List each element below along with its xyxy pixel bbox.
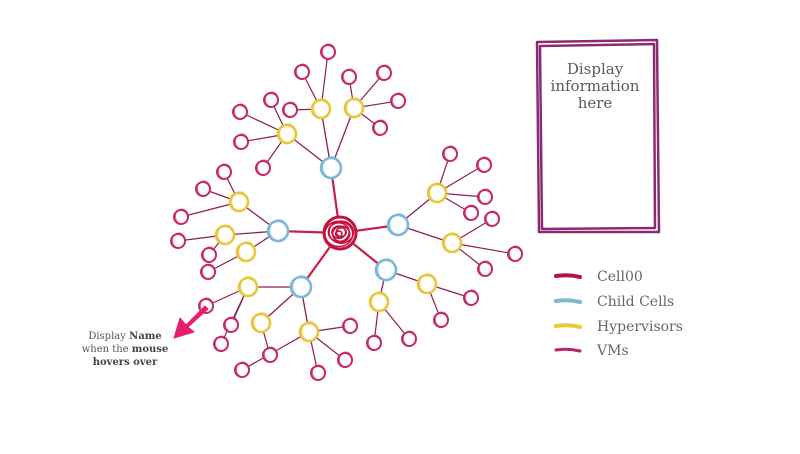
legend-label-child-cells: Child Cells (597, 294, 674, 310)
legend-swatch-hypervisors (554, 323, 582, 329)
legend-swatch-vms (554, 347, 582, 353)
callout-line-3: hovers over (93, 357, 158, 368)
vm-node[interactable] (232, 103, 248, 120)
hypervisor-node[interactable] (276, 123, 298, 145)
vm-node[interactable] (201, 246, 217, 263)
vm-node[interactable] (372, 119, 388, 136)
hover-callout: Display Name when the mouse hovers over (82, 305, 209, 368)
hypervisor-node[interactable] (235, 241, 257, 263)
legend-label-vms: VMs (596, 343, 629, 359)
vm-node[interactable] (477, 188, 493, 205)
info-line-2: information (551, 77, 640, 95)
legend-item-cell00: Cell00 (554, 269, 643, 285)
vm-node[interactable] (255, 159, 271, 176)
hypervisor-node[interactable] (310, 98, 332, 120)
vm-node[interactable] (216, 163, 232, 180)
legend: Cell00 Child Cells Hypervisors VMs (554, 269, 683, 359)
vm-node[interactable] (366, 334, 382, 351)
legend-label-hypervisors: Hypervisors (597, 319, 683, 335)
vm-node[interactable] (342, 317, 358, 334)
vm-node[interactable] (213, 335, 229, 352)
vm-node[interactable] (476, 156, 492, 173)
hypervisor-node[interactable] (214, 224, 236, 246)
hypervisor-node[interactable] (250, 312, 272, 334)
vm-node[interactable] (223, 316, 239, 333)
child-cell-node[interactable] (266, 219, 290, 243)
legend-item-vms: VMs (554, 343, 629, 359)
vm-node[interactable] (463, 289, 479, 306)
vm-node[interactable] (401, 330, 417, 347)
info-panel-border (535, 38, 661, 234)
hypervisor-node[interactable] (228, 191, 250, 213)
vm-node[interactable] (262, 346, 278, 363)
vm-node[interactable] (200, 263, 216, 280)
legend-item-child-cells: Child Cells (554, 294, 674, 310)
info-line-3: here (578, 94, 613, 112)
vm-node[interactable] (294, 63, 310, 80)
vm-node[interactable] (390, 92, 406, 109)
cell00-root-node[interactable] (322, 215, 358, 251)
vm-node[interactable] (170, 232, 186, 249)
info-panel: Display information here (535, 38, 661, 234)
hypervisor-node[interactable] (416, 273, 438, 295)
vm-node[interactable] (195, 180, 211, 197)
hypervisor-node[interactable] (298, 321, 320, 343)
pointer-arrow-icon (173, 305, 209, 339)
child-cell-node[interactable] (319, 156, 343, 180)
callout-line-2: when the mouse (82, 344, 169, 355)
vm-node[interactable] (234, 361, 250, 378)
vm-node[interactable] (320, 43, 336, 60)
legend-swatch-child-cells (554, 298, 582, 304)
vm-node[interactable] (341, 68, 357, 85)
vm-node[interactable] (507, 245, 523, 262)
vm-node[interactable] (310, 364, 326, 381)
hypervisor-node[interactable] (441, 232, 463, 254)
vm-node[interactable] (376, 64, 392, 81)
callout-line-1: Display Name (88, 331, 161, 342)
vm-node[interactable] (433, 311, 449, 328)
vm-node[interactable] (477, 260, 493, 277)
legend-item-hypervisors: Hypervisors (554, 319, 683, 335)
vm-node[interactable] (337, 351, 353, 368)
child-cell-node[interactable] (386, 213, 410, 237)
vm-node[interactable] (263, 91, 279, 108)
nodes-layer (170, 43, 523, 381)
vm-node[interactable] (173, 208, 189, 225)
hypervisor-node[interactable] (368, 291, 390, 313)
hypervisor-node[interactable] (343, 97, 365, 119)
legend-swatch-cell00 (554, 273, 582, 279)
vm-node[interactable] (233, 133, 249, 150)
child-cell-node[interactable] (374, 258, 398, 282)
vm-node[interactable] (282, 101, 298, 118)
legend-label-cell00: Cell00 (597, 269, 643, 285)
hypervisor-node[interactable] (426, 182, 448, 204)
vm-node[interactable] (463, 204, 479, 221)
hypervisor-node[interactable] (237, 276, 259, 298)
child-cell-node[interactable] (289, 275, 313, 299)
info-line-1: Display (567, 60, 624, 78)
vm-node[interactable] (442, 145, 458, 162)
vm-node[interactable] (484, 210, 500, 227)
